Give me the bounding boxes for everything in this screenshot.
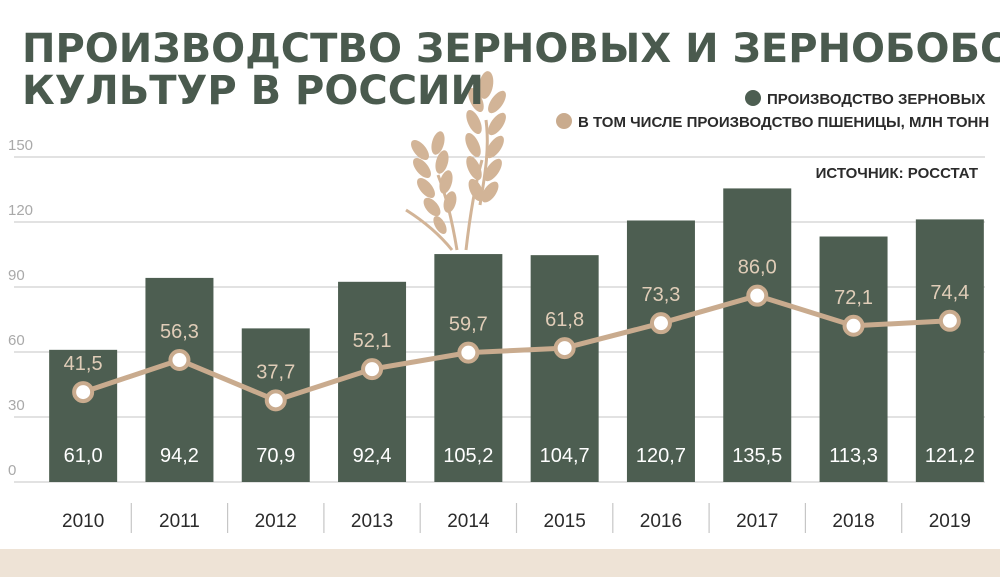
wheat-point-2016 <box>649 312 672 335</box>
bar-2019 <box>915 219 984 482</box>
y-tick-90: 90 <box>8 267 25 284</box>
bar-2016 <box>626 220 695 482</box>
wheat-point-2014 <box>457 341 480 364</box>
bar-2011 <box>145 277 214 482</box>
wheat-value-2012: 37,7 <box>256 361 295 383</box>
y-tick-0: 0 <box>8 462 16 479</box>
wheat-value-2017: 86,0 <box>738 257 777 279</box>
wheat-value-2016: 73,3 <box>641 284 680 306</box>
bar-value-2013: 92,4 <box>353 445 392 467</box>
footer-band <box>0 549 1000 577</box>
bar-2018 <box>819 236 888 482</box>
y-tick-60: 60 <box>8 332 25 349</box>
bar-value-2019: 121,2 <box>925 445 975 467</box>
bar-value-2014: 105,2 <box>443 445 493 467</box>
x-tick-2016: 2016 <box>640 511 682 532</box>
bar-2015 <box>530 255 599 482</box>
y-axis-ticks: 0 30 60 90 120 150 <box>8 137 33 479</box>
bar-value-2017: 135,5 <box>732 445 782 467</box>
x-tick-2018: 2018 <box>832 511 874 532</box>
source-note: ИСТОЧНИК: РОССТАТ <box>816 165 978 182</box>
wheat-line-layer <box>72 284 961 412</box>
legend: ПРОИЗВОДСТВО ЗЕРНОВЫХ В ТОМ ЧИСЛЕ ПРОИЗВ… <box>556 90 989 131</box>
bar-value-2016: 120,7 <box>636 445 686 467</box>
y-tick-120: 120 <box>8 202 33 219</box>
x-tick-2012: 2012 <box>255 511 297 532</box>
x-tick-2014: 2014 <box>447 511 490 532</box>
y-tick-150: 150 <box>8 137 33 154</box>
wheat-value-2013: 52,1 <box>353 330 392 352</box>
wheat-value-2018: 72,1 <box>834 287 873 309</box>
wheat-point-2015 <box>553 337 576 360</box>
wheat-point-2010 <box>72 381 95 404</box>
bar-value-2010: 61,0 <box>64 445 103 467</box>
wheat-point-2019 <box>938 309 961 332</box>
bar-2013 <box>338 281 407 482</box>
x-tick-2015: 2015 <box>544 511 586 532</box>
wheat-value-2015: 61,8 <box>545 309 584 331</box>
x-tick-2013: 2013 <box>351 511 393 532</box>
wheat-value-2011: 56,3 <box>160 321 199 343</box>
data-labels-layer: 61,0 94,2 70,9 92,4 105,2 104,7 120,7 135,5 113,… <box>64 257 975 467</box>
bar-value-2011: 94,2 <box>160 445 199 467</box>
x-tick-2017: 2017 <box>736 511 778 532</box>
bar-value-2018: 113,3 <box>829 445 878 467</box>
chart-title-line-2: КУЛЬТУР В РОССИИ <box>22 68 484 114</box>
bar-2017 <box>723 188 792 482</box>
x-tick-2011: 2011 <box>159 511 200 532</box>
wheat-series-line <box>82 293 950 403</box>
chart-title-line-1: ПРОИЗВОДСТВО ЗЕРНОВЫХ И ЗЕРНОБОБОВЫХ <box>22 26 1000 72</box>
y-tick-30: 30 <box>8 397 25 414</box>
wheat-point-2018 <box>842 314 865 337</box>
wheat-value-2019: 74,4 <box>930 282 969 304</box>
wheat-point-2017 <box>746 284 769 307</box>
x-tick-2019: 2019 <box>929 511 971 532</box>
x-tick-2010: 2010 <box>62 511 104 532</box>
legend-label-grain: ПРОИЗВОДСТВО ЗЕРНОВЫХ <box>767 91 985 108</box>
legend-label-wheat: В ТОМ ЧИСЛЕ ПРОИЗВОДСТВО ПШЕНИЦЫ, МЛН ТО… <box>578 114 989 131</box>
bar-2010 <box>49 349 118 482</box>
wheat-value-2010: 41,5 <box>64 353 103 375</box>
legend-marker-wheat <box>556 113 572 129</box>
legend-marker-grain <box>745 90 761 106</box>
wheat-point-2013 <box>361 358 384 381</box>
bar-2014 <box>434 254 503 482</box>
wheat-value-2014: 59,7 <box>449 314 488 336</box>
wheat-point-2011 <box>168 349 191 372</box>
wheat-icon <box>405 71 506 251</box>
x-axis-ticks: 2010 2011 2012 2013 2014 2015 2016 2017 2018 2019 <box>62 503 971 533</box>
wheat-point-2012 <box>264 389 287 412</box>
bar-value-2015: 104,7 <box>540 445 590 467</box>
bar-value-2012: 70,9 <box>256 445 295 467</box>
